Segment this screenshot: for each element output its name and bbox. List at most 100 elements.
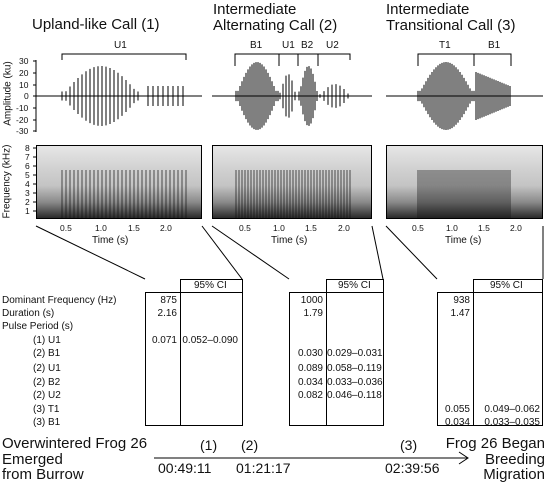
time-tick: 0.5 [412,223,424,233]
time-tick: 1.0 [446,223,458,233]
freq-tick: 8 [25,143,30,153]
time-tick: 2.0 [160,223,172,233]
call1-u1-period: 0.071 [151,335,177,346]
amp-tick: -10 [16,103,29,113]
connector-call1-left [35,225,146,280]
time-axis-label: Time (s) [445,235,482,246]
call3-duration: 1.47 [450,308,470,319]
time-axis-label: Time (s) [271,235,308,246]
freq-tick: 1 [25,206,30,216]
call3-b1-period: 0.034 [444,417,470,428]
connector-call3-left [385,225,438,280]
amp-tick: -30 [16,126,29,136]
timeline-left-line3: from Burrow [2,466,84,483]
time-tick: 1.0 [273,223,285,233]
connector-call2-right [371,225,384,280]
timeline-marker-2: (2) [241,437,259,453]
freq-tick: 5 [25,170,30,180]
time-tick: 1.0 [95,223,107,233]
ci-header-call1: 95% CI [194,280,227,291]
label-u1-call2: U1 [282,40,295,51]
freq-tick: 6 [25,161,30,171]
row-label: (1) U1 [33,335,61,346]
label-b1-call2: B1 [250,40,263,51]
ci-header-call2: 95% CI [338,280,371,291]
amp-tick: 20 [19,68,29,78]
timeline-right-line2: Breeding [484,451,545,468]
bracket-u2-call2 [317,53,351,60]
freq-tick: 7 [25,152,30,162]
call2-b1-period: 0.030 [297,348,323,359]
call3-b1-ci: 0.033–0.035 [484,417,540,428]
row-label: Pulse Period (s) [2,321,74,332]
call2-b2-period: 0.034 [297,377,323,388]
freq-tick: 2 [25,197,30,207]
table-call2-col-ci [326,292,384,426]
timeline-arrowhead [458,451,469,465]
label-u2-call2: U2 [326,40,339,51]
time-tick: 0.5 [60,223,72,233]
call1-duration: 2.16 [157,308,177,319]
call2-u1-period: 0.089 [297,363,323,374]
connector-call1-right [201,225,243,280]
timeline-time-1: 00:49:11 [158,460,212,476]
timeline-time-2: 01:21:17 [236,460,291,476]
label-b1-call3: B1 [488,40,501,51]
bracket-b1-call3 [473,53,512,66]
call1-u1-ci: 0.052–0.090 [182,335,238,346]
label-b2-call2: B2 [301,40,314,51]
timeline-time-3: 02:39:56 [385,460,440,476]
table-call1-col-ci [180,292,243,426]
bracket-u1-call1 [61,53,187,60]
call1-dominant-frequency: 875 [160,295,177,306]
panel2-title-line1: Intermediate [213,1,297,18]
row-label: (3) T1 [33,404,60,415]
row-label: (3) B1 [33,417,61,428]
time-axis-label: Time (s) [92,235,129,246]
amp-tick: 30 [19,56,29,66]
table-call3-col-ci [473,292,543,426]
panel2-title-line2: Alternating Call (2) [213,17,338,34]
label-t1-call3: T1 [439,40,451,51]
amp-tick: 0 [24,91,29,101]
panel3-title-line2: Transitional Call (3) [386,17,516,34]
timeline-right-line3: Migration [483,466,545,483]
row-label: (2) U2 [33,390,61,401]
timeline-left-line2: Emerged [2,451,63,468]
call2-dominant-frequency: 1000 [300,295,323,306]
call2-u1-ci: 0.058–0.119 [327,363,382,374]
label-u1-call1: U1 [114,40,127,51]
time-tick: 1.5 [128,223,140,233]
call3-dominant-frequency: 938 [453,295,470,306]
call3-t1-period: 0.055 [444,404,470,415]
row-label: (2) B1 [33,348,61,359]
row-label: Duration (s) [2,308,55,319]
timeline-marker-1: (1) [200,437,218,453]
time-tick: 2.0 [338,223,350,233]
call2-b2-ci: 0.033–0.036 [327,377,383,388]
call2-u2-period: 0.082 [297,390,323,401]
table-call1-col-mean [145,292,181,426]
call2-u2-ci: 0.046–0.118 [327,390,382,401]
connector-call2-left [211,225,290,280]
panel1-title: Upland-like Call (1) [32,16,160,33]
timeline-marker-3: (3) [400,437,418,453]
call3-t1-ci: 0.049–0.062 [484,404,540,415]
freq-tick: 4 [25,179,30,189]
freq-tick: 3 [25,188,30,198]
time-tick: 2.0 [510,223,522,233]
time-tick: 1.5 [305,223,317,233]
call2-b1-ci: 0.029–0.031 [327,348,383,359]
call2-duration: 1.79 [303,308,323,319]
row-label: (2) B2 [33,377,61,388]
panel3-title-line1: Intermediate [386,1,470,18]
ci-header-call3: 95% CI [490,280,523,291]
timeline-left-line1: Overwintered Frog 26 [2,435,148,452]
amp-tick: -20 [16,115,29,125]
amp-tick: 10 [19,80,29,90]
row-label: Dominant Frequency (Hz) [2,295,117,306]
row-label: (2) U1 [33,363,61,374]
time-tick: 1.5 [478,223,490,233]
